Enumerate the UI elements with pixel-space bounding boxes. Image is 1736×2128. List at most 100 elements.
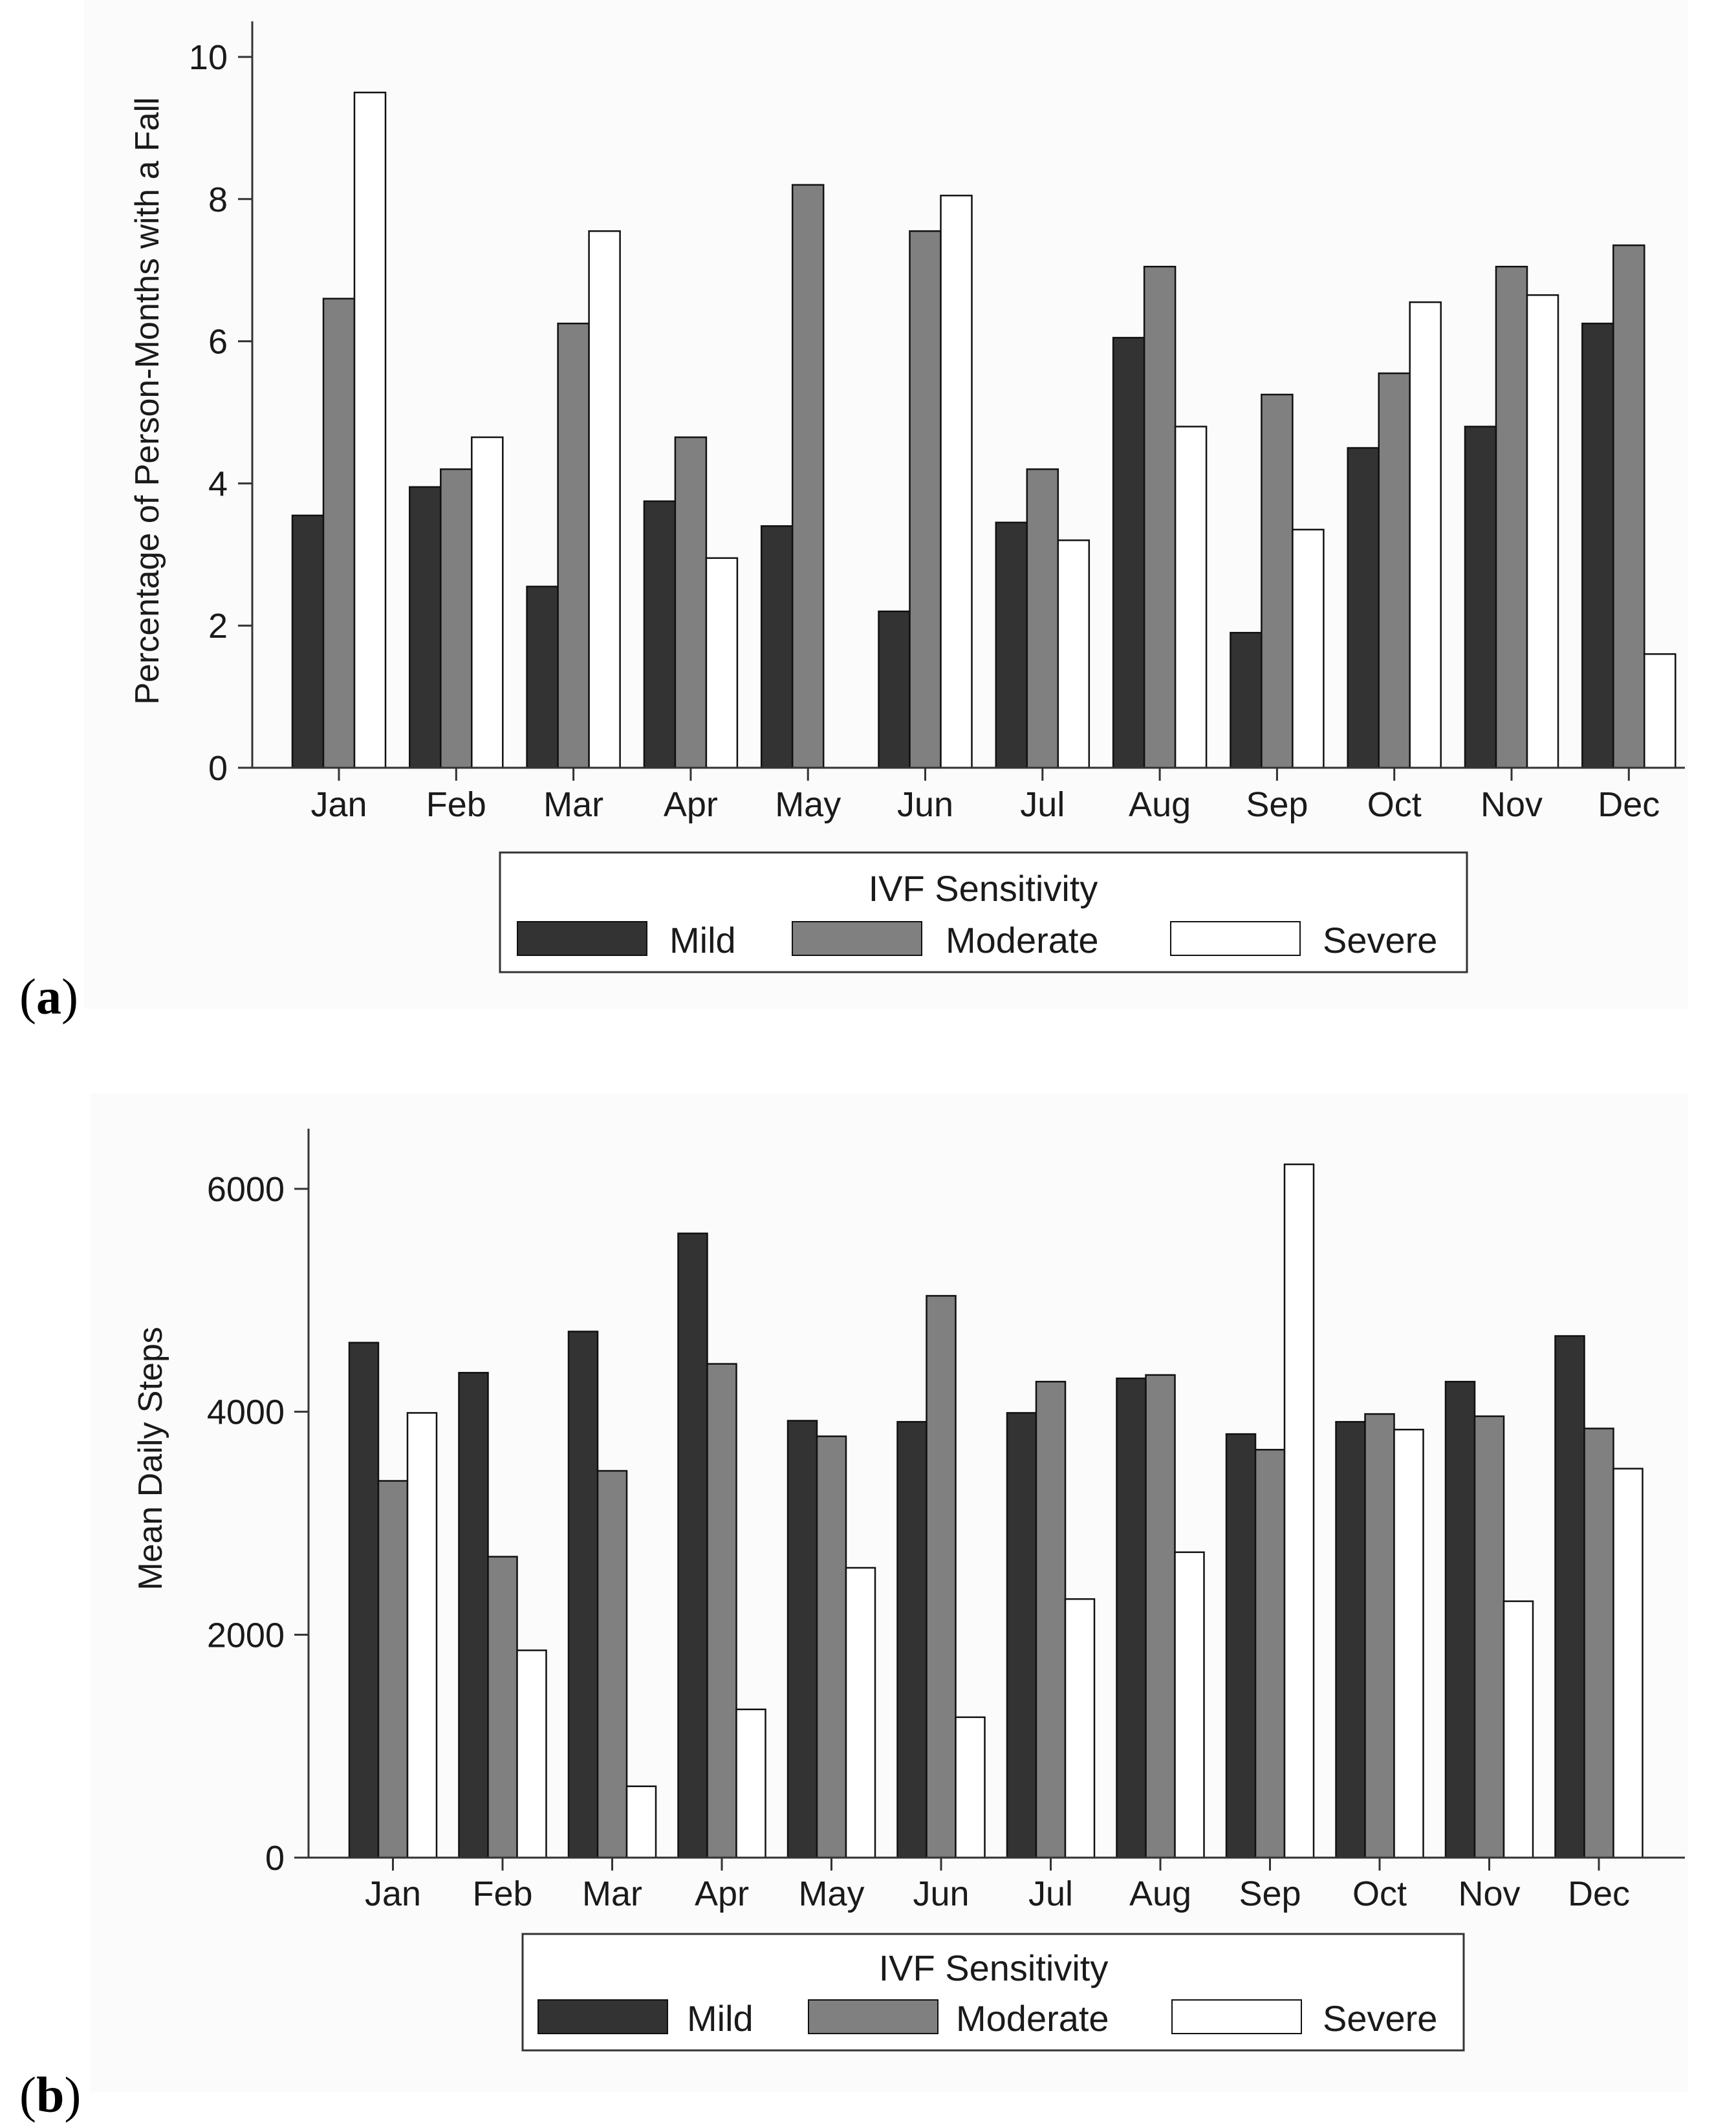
- bar-severe-nov-b: [1503, 1600, 1534, 1859]
- bar-mild-jun-a: [878, 610, 911, 769]
- legend-label-moderate-a: Moderate: [946, 920, 1099, 961]
- bar-severe-sep-a: [1292, 528, 1325, 769]
- legend-label-moderate-b: Moderate: [956, 1998, 1109, 2039]
- x-tick-label-apr-a: Apr: [664, 785, 718, 824]
- bar-severe-jan-b: [406, 1412, 438, 1859]
- legend-title-a: IVF Sensitivity: [869, 868, 1098, 909]
- x-tick-label-nov-a: Nov: [1481, 785, 1543, 824]
- x-tick-label-jun-a: Jun: [897, 785, 953, 824]
- bar-mild-aug-a: [1112, 336, 1145, 769]
- x-tick-label-feb-b: Feb: [472, 1874, 532, 1913]
- y-tick-label-6000-b: 6000: [207, 1170, 285, 1209]
- bar-mild-apr-a: [643, 500, 677, 769]
- x-tick-label-mar-b: Mar: [582, 1874, 642, 1913]
- bar-severe-feb-a: [471, 436, 504, 769]
- panel-letter-b: b: [36, 2067, 64, 2123]
- bar-mild-feb-b: [458, 1372, 489, 1859]
- bar-moderate-aug-b: [1145, 1374, 1176, 1859]
- bar-moderate-jan-b: [377, 1480, 409, 1859]
- x-tick-label-dec-b: Dec: [1568, 1874, 1630, 1913]
- bar-severe-oct-a: [1409, 301, 1442, 769]
- bar-moderate-sep-b: [1254, 1449, 1286, 1859]
- y-tick-label-0-a: 0: [208, 749, 228, 788]
- legend-swatch-mild-a: [517, 921, 647, 956]
- bar-mild-may-a: [760, 525, 794, 769]
- y-tick-label-4000-b: 4000: [207, 1393, 285, 1432]
- panel-label-a: (a): [19, 968, 78, 1025]
- bar-severe-dec-a: [1644, 653, 1676, 769]
- bar-moderate-sep-a: [1261, 393, 1294, 769]
- x-tick-label-sep-b: Sep: [1239, 1874, 1301, 1913]
- bar-severe-mar-a: [588, 230, 621, 769]
- bar-severe-nov-a: [1526, 294, 1559, 769]
- bar-mild-dec-a: [1581, 322, 1614, 769]
- bar-moderate-feb-b: [487, 1556, 518, 1859]
- chart-panel-a: Jan Feb Mar Apr May Jun Jul Aug Sep Oct Nov Dec 0 2 4 6…: [19, 0, 1688, 1025]
- bar-mild-feb-a: [409, 486, 442, 769]
- bar-moderate-dec-b: [1583, 1428, 1614, 1859]
- bar-moderate-mar-b: [596, 1470, 628, 1859]
- bar-mild-oct-a: [1347, 447, 1380, 769]
- bar-mild-mar-b: [567, 1330, 599, 1859]
- bar-mild-nov-b: [1444, 1380, 1476, 1859]
- bar-severe-jan-a: [353, 91, 387, 769]
- y-axis-title-a: Percentage of Person-Months with a Fall: [129, 97, 166, 704]
- bar-severe-may-b: [845, 1567, 876, 1859]
- axes-a: Jan Feb Mar Apr May Jun Jul Aug Sep Oct Nov Dec 0 2 4 6…: [189, 21, 1685, 824]
- bar-severe-sep-b: [1283, 1163, 1315, 1859]
- bar-severe-apr-b: [735, 1708, 766, 1859]
- bar-moderate-may-a: [791, 184, 825, 769]
- bar-moderate-dec-a: [1612, 244, 1645, 769]
- x-tick-label-jan-a: Jan: [310, 785, 367, 824]
- bar-severe-aug-a: [1174, 426, 1208, 769]
- bar-severe-jun-a: [940, 195, 973, 769]
- bar-severe-jul-a: [1057, 539, 1090, 769]
- legend-title-b: IVF Sensitivity: [879, 1948, 1109, 1988]
- bar-mild-may-b: [787, 1420, 818, 1859]
- bar-severe-oct-b: [1393, 1428, 1424, 1859]
- bar-mild-jul-a: [995, 521, 1028, 769]
- bar-moderate-feb-a: [440, 468, 473, 769]
- bar-moderate-jun-a: [909, 230, 942, 769]
- y-axis-title-b: Mean Daily Steps: [132, 1327, 169, 1591]
- y-tick-label-6-a: 6: [208, 323, 228, 362]
- bar-moderate-mar-a: [557, 322, 590, 769]
- bar-severe-mar-b: [625, 1785, 657, 1859]
- y-tick-label-8-a: 8: [208, 180, 228, 219]
- bar-mild-jan-a: [291, 514, 325, 769]
- y-tick-label-0-b: 0: [265, 1839, 285, 1878]
- legend-swatch-moderate-a: [792, 921, 922, 956]
- bar-mild-jun-b: [896, 1420, 928, 1859]
- bar-severe-jun-b: [955, 1716, 986, 1859]
- y-tick-label-2-a: 2: [208, 607, 228, 646]
- bar-mild-sep-a: [1230, 631, 1263, 769]
- x-tick-label-jan-b: Jan: [365, 1874, 421, 1913]
- x-tick-label-dec-a: Dec: [1598, 785, 1660, 824]
- x-tick-label-feb-a: Feb: [426, 785, 486, 824]
- legend-swatch-mild-b: [537, 1999, 668, 2034]
- bar-moderate-nov-a: [1495, 265, 1528, 769]
- bar-severe-dec-b: [1612, 1468, 1644, 1859]
- x-tick-label-sep-a: Sep: [1246, 785, 1308, 824]
- legend-label-severe-a: Severe: [1323, 920, 1437, 961]
- x-tick-label-may-a: May: [775, 785, 841, 824]
- bar-moderate-may-b: [816, 1435, 847, 1859]
- bar-moderate-jan-a: [322, 298, 356, 769]
- legend-a: IVF Sensitivity Mild Moderate Severe: [499, 851, 1468, 973]
- bar-mild-dec-b: [1554, 1335, 1585, 1859]
- legend-label-mild-a: Mild: [669, 920, 736, 961]
- x-tick-label-oct-a: Oct: [1367, 785, 1422, 824]
- bar-moderate-oct-a: [1378, 372, 1411, 769]
- bar-moderate-nov-b: [1473, 1415, 1505, 1859]
- x-tick-label-apr-b: Apr: [695, 1874, 749, 1913]
- bar-mild-aug-b: [1116, 1377, 1147, 1859]
- bars-group-a: [291, 91, 1676, 769]
- bar-moderate-jul-b: [1035, 1380, 1067, 1859]
- bar-moderate-jun-b: [926, 1295, 957, 1859]
- bar-moderate-apr-b: [706, 1363, 737, 1859]
- x-tick-label-jul-a: Jul: [1020, 785, 1065, 824]
- bar-severe-aug-b: [1174, 1551, 1205, 1859]
- bar-severe-jul-b: [1064, 1598, 1096, 1859]
- bar-mild-oct-b: [1335, 1420, 1366, 1859]
